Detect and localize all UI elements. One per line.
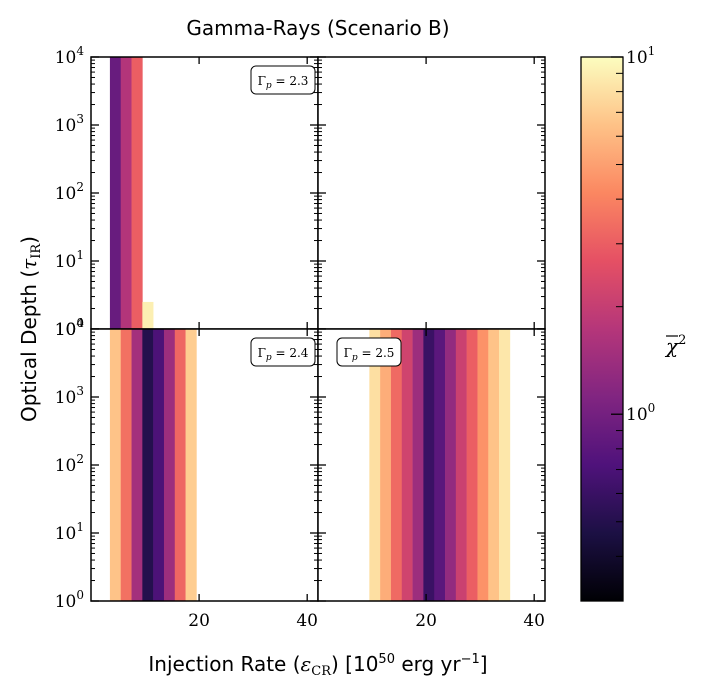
heatmap-cell bbox=[174, 329, 186, 601]
y-tick-label: 102 bbox=[55, 452, 84, 476]
y-tick-label: 100 bbox=[55, 316, 84, 340]
x-tick-label: 20 bbox=[188, 611, 210, 631]
y-label-prefix: Optical Depth ( bbox=[17, 270, 41, 422]
annotation-gamma: Γp = 2.4 bbox=[258, 346, 309, 363]
heatmap-cell bbox=[369, 329, 381, 601]
y-tick-label: 102 bbox=[55, 180, 84, 204]
annotation-gamma: Γp = 2.3 bbox=[258, 74, 309, 91]
colorbar-gradient bbox=[581, 57, 623, 601]
y-tick-label: 103 bbox=[55, 384, 84, 408]
heatmap-cell bbox=[380, 329, 392, 601]
heatmap-cell bbox=[163, 329, 176, 601]
panel-top-left: 100 101 102 103 104 Γp = 2.3 bbox=[55, 44, 319, 340]
x-label-mid: ) [10 bbox=[331, 652, 378, 676]
colorbar-tick-label: 100 bbox=[626, 401, 655, 425]
heatmap-cell bbox=[423, 329, 435, 601]
x-label-epsilon-sub: CR bbox=[311, 664, 332, 679]
y-label-suffix: ) bbox=[17, 236, 41, 244]
panel-background bbox=[318, 57, 545, 329]
y-axis-label: Optical Depth (τIR) bbox=[17, 236, 44, 422]
heatmap-cell bbox=[153, 329, 165, 601]
chart-title: Gamma-Rays (Scenario B) bbox=[186, 16, 449, 40]
heatmap-cell bbox=[142, 329, 154, 601]
x-tick-label: 40 bbox=[296, 611, 318, 631]
annotation-box bbox=[336, 337, 402, 367]
heatmap-cell bbox=[466, 329, 478, 601]
y-label-tau: τ bbox=[17, 258, 41, 270]
heatmap-cell bbox=[455, 329, 467, 601]
heatmap-cell bbox=[445, 329, 457, 601]
heatmap-cell bbox=[412, 329, 424, 601]
y-tick-label: 103 bbox=[55, 112, 84, 136]
heatmap-cell bbox=[390, 329, 403, 601]
heatmap-cell bbox=[401, 329, 413, 601]
x-tick-label: 20 bbox=[415, 611, 437, 631]
y-tick-label: 100 bbox=[55, 588, 84, 612]
panel-bottom-right: 20 40 Γp = 2.5 bbox=[317, 328, 546, 631]
annotation-gamma: Γp = 2.5 bbox=[344, 346, 395, 363]
x-label-exp: 50 bbox=[378, 652, 395, 667]
panel-bottom-left: 20 40 100 101 102 103 104 Γp = 2.4 bbox=[55, 316, 319, 631]
colorbar-tick-label: 101 bbox=[626, 44, 655, 68]
heatmap-cell bbox=[120, 57, 132, 329]
heatmap-cell bbox=[109, 329, 122, 601]
heatmap-cell bbox=[488, 329, 500, 601]
heatmap-cell bbox=[142, 301, 154, 329]
heatmap-cell bbox=[499, 329, 511, 601]
heatmap-cell bbox=[477, 329, 489, 601]
x-label-unit-exp: −1 bbox=[461, 652, 480, 667]
colorbar: 100 101 χ2 bbox=[580, 44, 686, 602]
y-tick-label: 104 bbox=[55, 44, 85, 68]
annotation-box bbox=[250, 337, 316, 367]
heatmap-cell bbox=[131, 329, 143, 601]
y-tick-label: 104 bbox=[55, 316, 85, 340]
x-label-prefix: Injection Rate ( bbox=[148, 652, 300, 676]
x-tick-label: 40 bbox=[523, 611, 545, 631]
annotation-box bbox=[250, 65, 316, 95]
colorbar-frame bbox=[580, 56, 624, 602]
heatmap-cell bbox=[109, 57, 122, 329]
y-tick-label: 101 bbox=[55, 520, 84, 544]
panel-frame bbox=[317, 328, 546, 602]
colorbar-label: χ2 bbox=[664, 333, 686, 358]
heatmap-cell bbox=[434, 329, 446, 601]
x-label-epsilon: ε bbox=[301, 652, 312, 676]
x-label-suffix: ] bbox=[480, 652, 488, 676]
x-axis-label: Injection Rate (εCR) [1050 erg yr−1] bbox=[148, 652, 487, 679]
y-tick-label: 101 bbox=[55, 248, 84, 272]
heatmap-cell bbox=[120, 329, 132, 601]
x-label-unit: erg yr bbox=[395, 652, 461, 676]
heatmap-cell bbox=[131, 57, 143, 329]
heatmap-cell bbox=[185, 329, 197, 601]
panel-top-right bbox=[317, 56, 546, 330]
y-label-tau-sub: IR bbox=[29, 243, 44, 259]
